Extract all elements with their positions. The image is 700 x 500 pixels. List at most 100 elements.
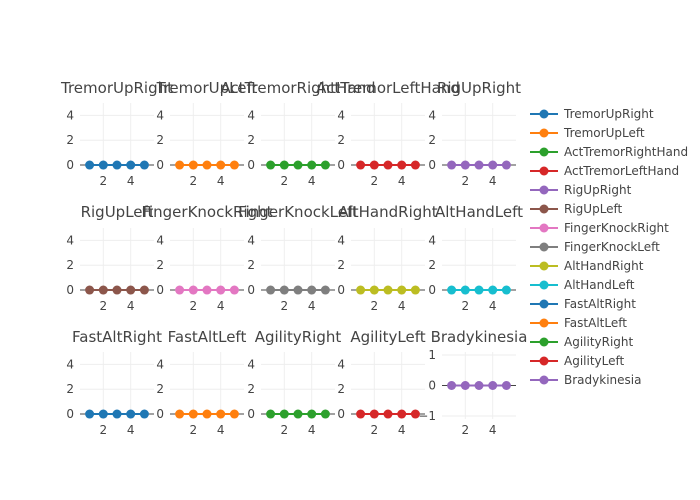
data-point[interactable] [447, 160, 457, 170]
data-point[interactable] [112, 160, 122, 170]
data-point[interactable] [266, 409, 276, 419]
data-point[interactable] [293, 160, 303, 170]
data-point[interactable] [112, 285, 122, 295]
legend-item[interactable]: FingerKnockRight [530, 221, 669, 235]
legend-item[interactable]: RigUpLeft [530, 202, 623, 216]
legend-marker-swatch [539, 337, 549, 347]
data-point[interactable] [112, 409, 122, 419]
data-point[interactable] [175, 160, 185, 170]
legend-item[interactable]: FastAltLeft [530, 316, 627, 330]
legend-label: FastAltRight [564, 297, 636, 311]
data-point[interactable] [410, 409, 420, 419]
data-point[interactable] [356, 409, 366, 419]
legend-item[interactable]: TremorUpRight [530, 107, 654, 121]
data-point[interactable] [85, 285, 95, 295]
data-point[interactable] [397, 409, 407, 419]
data-point[interactable] [369, 285, 379, 295]
data-point[interactable] [356, 285, 366, 295]
data-point[interactable] [293, 409, 303, 419]
data-point[interactable] [126, 409, 136, 419]
legend-item[interactable]: RigUpRight [530, 183, 632, 197]
data-point[interactable] [474, 381, 484, 390]
data-point[interactable] [320, 409, 330, 419]
data-point[interactable] [202, 409, 212, 419]
data-point[interactable] [188, 160, 198, 170]
data-point[interactable] [175, 285, 185, 295]
data-point[interactable] [307, 409, 317, 419]
data-point[interactable] [447, 381, 457, 390]
legend-item[interactable]: ActTremorLeftHand [530, 164, 679, 178]
data-point[interactable] [126, 160, 136, 170]
data-point[interactable] [216, 160, 226, 170]
data-point[interactable] [410, 160, 420, 170]
legend-item[interactable]: Bradykinesia [530, 373, 641, 387]
data-point[interactable] [85, 160, 95, 170]
data-point[interactable] [501, 285, 511, 295]
data-point[interactable] [188, 285, 198, 295]
legend-label: ActTremorRightHand [564, 145, 688, 159]
data-point[interactable] [98, 160, 108, 170]
legend-item[interactable]: AltHandRight [530, 259, 644, 273]
data-point[interactable] [410, 285, 420, 295]
data-point[interactable] [293, 285, 303, 295]
data-point[interactable] [202, 160, 212, 170]
x-tick-label: 2 [99, 299, 107, 313]
data-point[interactable] [369, 160, 379, 170]
data-point[interactable] [356, 160, 366, 170]
legend-item[interactable]: FastAltRight [530, 297, 636, 311]
data-point[interactable] [488, 381, 498, 390]
data-point[interactable] [139, 285, 149, 295]
data-point[interactable] [460, 160, 470, 170]
data-point[interactable] [447, 285, 457, 295]
data-point[interactable] [202, 285, 212, 295]
data-point[interactable] [139, 409, 149, 419]
data-point[interactable] [474, 285, 484, 295]
data-point[interactable] [397, 285, 407, 295]
legend-item[interactable]: FingerKnockLeft [530, 240, 660, 254]
data-point[interactable] [320, 160, 330, 170]
data-point[interactable] [488, 160, 498, 170]
legend-item[interactable]: TremorUpLeft [530, 126, 645, 140]
data-point[interactable] [139, 160, 149, 170]
data-point[interactable] [98, 285, 108, 295]
subplot-title: FingerKnockRight [141, 203, 272, 221]
data-point[interactable] [216, 409, 226, 419]
legend-item[interactable]: AltHandLeft [530, 278, 635, 292]
data-point[interactable] [229, 409, 239, 419]
x-tick-label: 2 [461, 174, 469, 188]
data-point[interactable] [175, 409, 185, 419]
data-point[interactable] [266, 160, 276, 170]
data-point[interactable] [188, 409, 198, 419]
data-point[interactable] [397, 160, 407, 170]
data-point[interactable] [307, 285, 317, 295]
legend-item[interactable]: AgilityRight [530, 335, 634, 349]
data-point[interactable] [279, 285, 289, 295]
data-point[interactable] [85, 409, 95, 419]
data-point[interactable] [501, 160, 511, 170]
legend[interactable]: TremorUpRight TremorUpLeft ActTremorRightH… [530, 107, 688, 387]
data-point[interactable] [383, 160, 393, 170]
data-point[interactable] [229, 285, 239, 295]
data-point[interactable] [383, 409, 393, 419]
x-tick-label: 4 [127, 423, 135, 437]
data-point[interactable] [229, 160, 239, 170]
data-point[interactable] [279, 409, 289, 419]
data-point[interactable] [98, 409, 108, 419]
data-point[interactable] [383, 285, 393, 295]
data-point[interactable] [307, 160, 317, 170]
data-point[interactable] [369, 409, 379, 419]
data-point[interactable] [266, 285, 276, 295]
data-point[interactable] [474, 160, 484, 170]
data-point[interactable] [460, 381, 470, 390]
data-point[interactable] [216, 285, 226, 295]
data-point[interactable] [460, 285, 470, 295]
legend-item[interactable]: ActTremorRightHand [530, 145, 688, 159]
data-point[interactable] [488, 285, 498, 295]
data-point[interactable] [279, 160, 289, 170]
data-point[interactable] [126, 285, 136, 295]
data-point[interactable] [320, 285, 330, 295]
legend-item[interactable]: AgilityLeft [530, 354, 625, 368]
legend-marker-swatch [539, 204, 549, 214]
data-point[interactable] [501, 381, 511, 390]
